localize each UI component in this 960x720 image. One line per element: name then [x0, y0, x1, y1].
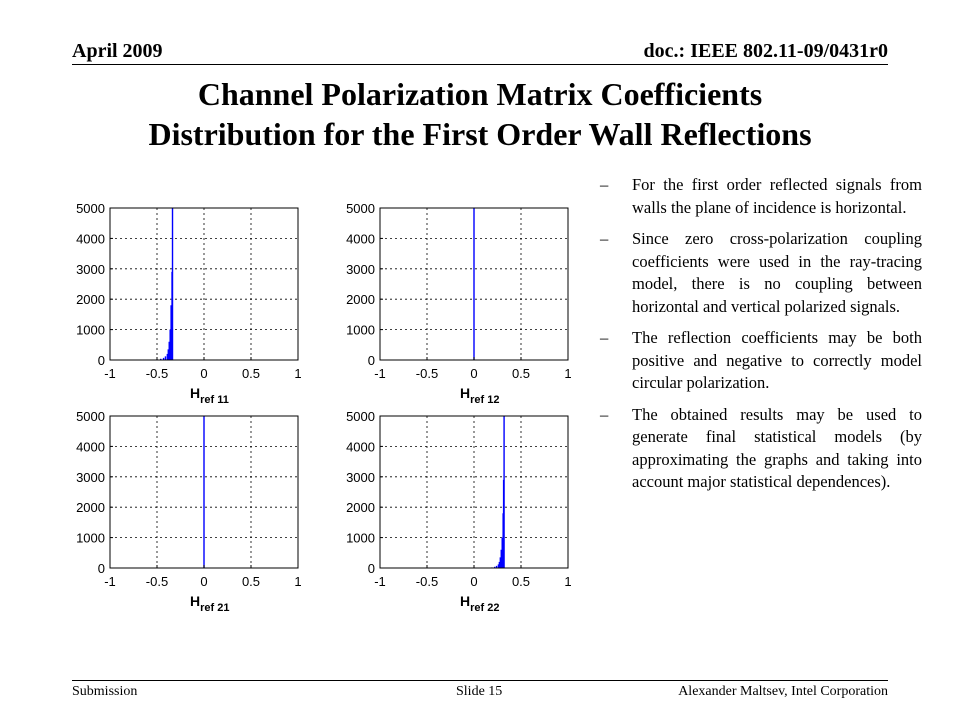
histogram-bar: [495, 565, 498, 568]
x-tick-label: -0.5: [146, 366, 168, 381]
histogram-panel: -1 -0.5 0 0.5 1 0 1000 2000 3000 4000 5000 Href 22: [346, 409, 572, 614]
footer-slide-number: Slide 15: [456, 684, 503, 699]
y-tick-label: 4000: [346, 231, 375, 246]
y-tick-label: 0: [368, 353, 375, 368]
y-tick-label: 1000: [76, 323, 105, 338]
x-tick-label: 0: [200, 574, 207, 589]
bullet-text: For the first order reflected signals fr…: [632, 175, 922, 217]
histogram-bar: [499, 557, 502, 568]
y-tick-label: 5000: [346, 201, 375, 216]
x-axis-label-main: H: [190, 385, 200, 401]
bullet-item: – The reflection coefficients may be both…: [600, 328, 922, 392]
histogram-bar: [167, 349, 169, 360]
x-axis-label-subscript: ref 11: [200, 394, 229, 406]
y-tick-label: 4000: [346, 439, 375, 454]
histogram-bar: [166, 353, 169, 360]
histogram-bar: [498, 561, 501, 568]
bullet-text: The reflection coefficients may be both …: [632, 328, 922, 392]
footer-author: Alexander Maltsev, Intel Corporation: [678, 684, 888, 699]
x-tick-label: 0.5: [242, 366, 260, 381]
y-tick-label: 1000: [346, 323, 375, 338]
y-tick-label: 0: [98, 353, 105, 368]
y-tick-label: 4000: [76, 439, 105, 454]
y-tick-label: 1000: [346, 531, 375, 546]
x-axis-label-subscript: ref 21: [200, 602, 229, 614]
x-tick-label: 0: [470, 574, 477, 589]
y-tick-label: 3000: [346, 262, 375, 277]
histogram-bar: [501, 537, 503, 568]
title-line-2: Distribution for the First Order Wall Re…: [148, 116, 812, 152]
x-tick-label: 0: [470, 366, 477, 381]
y-tick-label: 0: [98, 561, 105, 576]
x-tick-label: 0.5: [512, 366, 530, 381]
x-tick-label: 1: [564, 574, 571, 589]
x-tick-label: -0.5: [416, 366, 438, 381]
x-tick-label: 0.5: [242, 574, 260, 589]
header-doc-id: doc.: IEEE 802.11-09/0431r0: [643, 40, 888, 62]
y-tick-label: 2000: [346, 500, 375, 515]
histogram-bar: [160, 358, 162, 360]
histogram-bar: [493, 566, 496, 568]
histogram-panel: -1 -0.5 0 0.5 1 0 1000 2000 3000 4000 5000 Href 12: [346, 201, 572, 406]
y-tick-label: 5000: [76, 201, 105, 216]
x-axis-label: Href 21: [190, 593, 229, 614]
histogram-bar: [497, 564, 500, 568]
histogram-bar: [168, 341, 170, 360]
histogram-bar: [473, 208, 475, 360]
header-rule: [72, 64, 888, 65]
x-axis-label: Href 12: [460, 385, 499, 406]
histogram-bar: [162, 357, 165, 360]
x-tick-label: -1: [374, 366, 386, 381]
y-tick-label: 5000: [76, 409, 105, 424]
footer-submission: Submission: [72, 684, 138, 699]
y-tick-label: 2000: [76, 292, 105, 307]
y-tick-label: 1000: [76, 531, 105, 546]
title-line-1: Channel Polarization Matrix Coefficients: [197, 76, 763, 112]
x-tick-label: 0: [200, 366, 207, 381]
x-axis-label: Href 11: [190, 385, 229, 406]
y-tick-label: 0: [368, 561, 375, 576]
slide-title: Channel Polarization Matrix Coefficients…: [40, 74, 920, 154]
x-tick-label: -0.5: [416, 574, 438, 589]
x-tick-label: -1: [374, 574, 386, 589]
histogram-bar: [170, 305, 172, 360]
histogram-bar: [203, 416, 205, 568]
histogram-bar: [171, 208, 174, 360]
bullet-item: – The obtained results may be used to gen…: [600, 404, 922, 492]
x-axis-label-main: H: [460, 593, 470, 609]
y-tick-label: 3000: [76, 262, 105, 277]
histogram-panel: -1 -0.5 0 0.5 1 0 1000 2000 3000 4000 5000 Href 11: [76, 201, 302, 406]
histogram-panel: -1 -0.5 0 0.5 1 0 1000 2000 3000 4000 5000 Href 21: [76, 409, 302, 614]
x-axis-label: Href 22: [460, 593, 499, 614]
x-tick-label: 1: [294, 574, 301, 589]
x-tick-label: -1: [104, 574, 116, 589]
bullet-text: The obtained results may be used to gene…: [632, 404, 922, 492]
x-axis-label-subscript: ref 22: [470, 602, 499, 614]
x-tick-label: -0.5: [146, 574, 168, 589]
x-axis-label-subscript: ref 12: [470, 394, 499, 406]
bullet-item: – Since zero cross-polarization coupling …: [600, 229, 922, 316]
footer-rule: [72, 680, 888, 681]
x-tick-label: 0.5: [512, 574, 530, 589]
y-tick-label: 2000: [346, 292, 375, 307]
bullet-list: – For the first order reflected signals f…: [600, 174, 922, 503]
y-tick-label: 2000: [76, 500, 105, 515]
bullet-text: Since zero cross-polarization coupling c…: [632, 229, 922, 316]
histogram-bar: [164, 356, 167, 360]
x-tick-label: 1: [564, 366, 571, 381]
x-tick-label: 1: [294, 366, 301, 381]
histogram-bar: [500, 549, 502, 568]
histogram-bar: [503, 416, 505, 568]
bullet-item: – For the first order reflected signals f…: [600, 175, 922, 217]
y-tick-label: 5000: [346, 409, 375, 424]
x-axis-label-main: H: [190, 593, 200, 609]
y-tick-label: 3000: [76, 470, 105, 485]
x-tick-label: -1: [104, 366, 116, 381]
histogram-bar: [169, 329, 171, 360]
header-date: April 2009: [72, 40, 163, 62]
x-axis-label-main: H: [460, 385, 470, 401]
y-tick-label: 4000: [76, 231, 105, 246]
y-tick-label: 3000: [346, 470, 375, 485]
